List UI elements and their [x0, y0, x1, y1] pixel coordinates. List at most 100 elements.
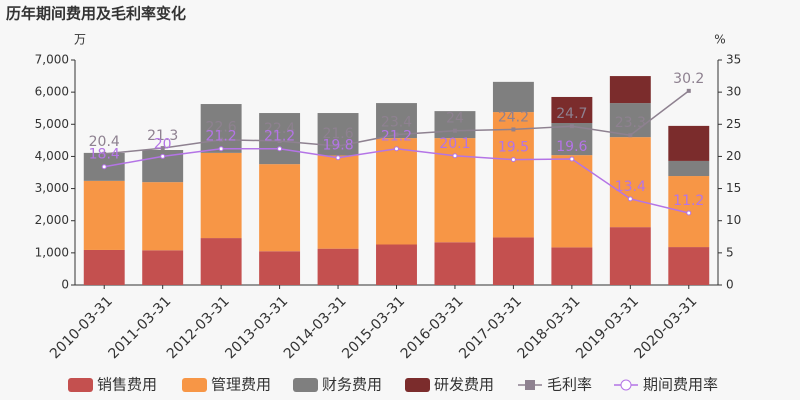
y-tick-label: 0: [61, 278, 69, 292]
marker: [511, 127, 516, 132]
bar: [434, 242, 476, 285]
legend-label: 研发费用: [434, 376, 494, 394]
legend-label: 销售费用: [97, 376, 157, 394]
bar: [609, 227, 651, 285]
data-label: 11.2: [673, 193, 704, 209]
data-label: 19.6: [556, 139, 587, 155]
bar: [609, 103, 651, 138]
y2-tick-label: 15: [726, 181, 741, 195]
marker: [686, 88, 691, 93]
data-label: 23.4: [381, 115, 412, 131]
marker: [394, 146, 399, 152]
marker: [510, 157, 516, 163]
data-label: 13.4: [615, 179, 646, 195]
y-tick-label: 3,000: [35, 181, 69, 195]
legend-label: 财务费用: [322, 376, 382, 394]
bar: [551, 155, 593, 248]
legend-swatch: [68, 378, 93, 392]
marker: [336, 144, 341, 149]
bar: [200, 152, 242, 239]
y-tick-label: 5,000: [35, 117, 69, 131]
bar: [317, 248, 359, 285]
bar: [200, 238, 242, 285]
bar: [492, 112, 534, 238]
marker: [628, 133, 633, 138]
y-tick-label: 6,000: [35, 85, 69, 99]
bar: [668, 160, 710, 177]
bar: [317, 155, 359, 249]
marker: [686, 210, 692, 216]
y-tick-label: 2,000: [35, 213, 69, 227]
y2-axis-label: %: [714, 33, 725, 47]
y-tick-label: 4,000: [35, 149, 69, 163]
data-label: 23.3: [615, 115, 646, 131]
data-label: 20.4: [89, 134, 120, 150]
y2-tick-label: 0: [726, 278, 734, 292]
y2-tick-label: 10: [726, 213, 741, 227]
bar: [609, 76, 651, 104]
marker: [101, 164, 107, 170]
bar: [434, 111, 476, 139]
marker: [219, 137, 224, 142]
data-label: 21.6: [322, 126, 353, 142]
data-label: 18.4: [89, 147, 120, 163]
marker: [160, 146, 165, 151]
legend-swatch: [293, 378, 318, 392]
legend-label: 管理费用: [211, 376, 271, 394]
data-label: 21.2: [206, 129, 237, 145]
bar: [83, 180, 125, 250]
legend-swatch: [182, 378, 207, 392]
bar: [668, 247, 710, 285]
legend-label: 毛利率: [547, 376, 592, 394]
y-axis-label: 万: [74, 33, 86, 47]
marker: [277, 139, 282, 143]
legend-marker: [525, 380, 535, 390]
bar: [551, 247, 593, 285]
marker: [335, 155, 341, 161]
data-label: 24.7: [556, 106, 587, 122]
bar: [376, 103, 417, 139]
legend-swatch: [405, 378, 430, 392]
bar: [142, 182, 184, 251]
marker: [102, 151, 107, 156]
data-label: 20.1: [439, 136, 470, 152]
data-label: 21.3: [147, 128, 178, 144]
x-tick-label: 2020-03-31: [632, 293, 701, 362]
bar: [200, 104, 242, 153]
y-tick-label: 7,000: [35, 53, 69, 67]
bar: [259, 113, 301, 165]
data-label: 22.4: [264, 121, 295, 137]
bar: [317, 113, 359, 156]
bar: [142, 250, 184, 285]
data-label: 20: [154, 136, 172, 152]
bar: [668, 125, 710, 161]
marker: [627, 196, 633, 202]
bar: [492, 237, 534, 285]
y-tick-label: 1,000: [35, 245, 69, 259]
y2-tick-label: 20: [726, 149, 741, 163]
bar: [259, 251, 301, 285]
data-label: 19.8: [322, 138, 353, 154]
legend-marker: [620, 379, 632, 391]
data-label: 21.2: [381, 129, 412, 145]
data-label: 21.2: [264, 129, 295, 145]
y2-tick-label: 5: [726, 245, 734, 259]
bar: [376, 244, 417, 285]
bar: [376, 138, 417, 245]
legend-label: 期间费用率: [643, 376, 718, 394]
chart-title: 历年期间费用及毛利率变化: [6, 5, 186, 23]
marker: [277, 146, 283, 152]
marker: [160, 153, 166, 159]
y2-tick-label: 25: [726, 117, 741, 131]
data-label: 24.2: [498, 109, 529, 125]
bar: [83, 249, 125, 285]
bar: [609, 137, 651, 228]
data-label: 19.5: [498, 140, 529, 156]
bar: [492, 81, 534, 113]
marker: [394, 132, 399, 137]
marker: [452, 128, 457, 133]
marker: [569, 124, 574, 129]
bar: [259, 164, 301, 252]
data-label: 22.6: [206, 120, 237, 136]
